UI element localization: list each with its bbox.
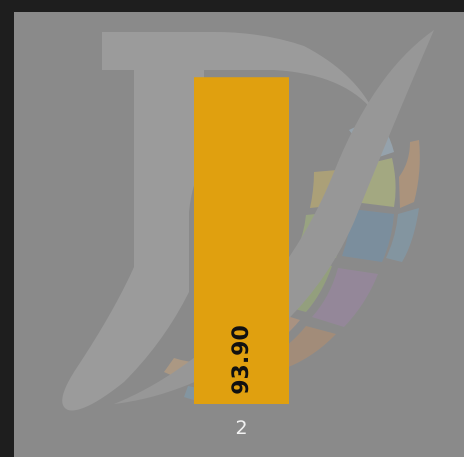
- letter-d-shape: [62, 32, 375, 411]
- bar-chart: 93.90 2: [62, 30, 434, 439]
- x-tick-label: 2: [235, 417, 247, 439]
- bars-layer: [194, 77, 289, 404]
- chart-panel: 93.90 2: [14, 12, 464, 457]
- labels-layer: 93.90 2: [229, 325, 254, 439]
- bar-value-label: 93.90: [229, 325, 254, 395]
- bar-2: [194, 77, 289, 404]
